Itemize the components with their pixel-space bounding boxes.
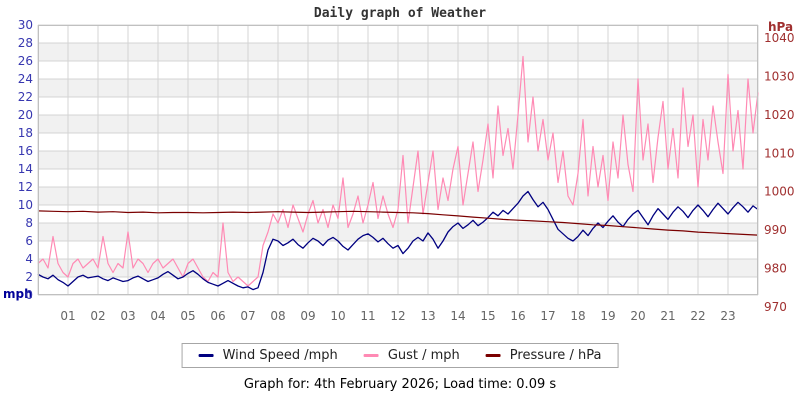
footer-status-text: Graph for: 4th February 2026; Load time:… — [243, 377, 557, 392]
svg-text:8: 8 — [25, 216, 33, 230]
svg-text:22: 22 — [690, 309, 705, 323]
svg-text:1040: 1040 — [764, 31, 795, 45]
wind-speed-line — [37, 190, 759, 291]
svg-text:4: 4 — [25, 252, 33, 266]
plot-border — [38, 25, 758, 295]
svg-text:980: 980 — [764, 262, 787, 276]
svg-text:1010: 1010 — [764, 146, 795, 160]
gust-swatch — [363, 354, 379, 357]
svg-text:08: 08 — [270, 309, 285, 323]
wind-speed-swatch — [198, 354, 214, 357]
svg-text:09: 09 — [300, 309, 315, 323]
pressure-swatch — [485, 354, 501, 357]
svg-text:28: 28 — [18, 36, 33, 50]
svg-text:21: 21 — [660, 309, 675, 323]
svg-text:07: 07 — [240, 309, 255, 323]
svg-text:04: 04 — [150, 309, 165, 323]
svg-text:970: 970 — [764, 300, 787, 314]
svg-text:14: 14 — [18, 162, 33, 176]
svg-text:2: 2 — [25, 270, 33, 284]
svg-text:22: 22 — [18, 90, 33, 104]
legend-item-wind-speed: Wind Speed /mph — [198, 348, 338, 363]
svg-text:6: 6 — [25, 234, 33, 248]
legend-label-gust: Gust / mph — [387, 348, 460, 363]
plot-area: mph hPa 30282624222018161412108642010401… — [3, 18, 795, 323]
svg-text:26: 26 — [18, 54, 33, 68]
pressure-line — [37, 210, 759, 236]
svg-text:15: 15 — [480, 309, 495, 323]
right-axis-tick-labels: 1040 1030 1020 1010 1000 990 980 970 — [764, 31, 795, 314]
svg-text:1020: 1020 — [764, 108, 795, 122]
svg-text:16: 16 — [18, 144, 33, 158]
svg-text:23: 23 — [720, 309, 735, 323]
legend-label-wind-speed: Wind Speed /mph — [222, 348, 338, 363]
svg-text:12: 12 — [18, 180, 33, 194]
svg-text:10: 10 — [330, 309, 345, 323]
svg-text:24: 24 — [18, 72, 33, 86]
right-axis-unit-label: hPa — [768, 20, 793, 34]
svg-text:06: 06 — [210, 309, 225, 323]
left-axis-unit-label: mph — [3, 287, 33, 301]
svg-text:02: 02 — [90, 309, 105, 323]
gust-line — [37, 55, 759, 287]
svg-text:17: 17 — [540, 309, 555, 323]
svg-text:19: 19 — [600, 309, 615, 323]
chart-title: Daily graph of Weather — [313, 6, 487, 21]
svg-text:05: 05 — [180, 309, 195, 323]
legend-item-gust: Gust / mph — [363, 348, 460, 363]
svg-text:11: 11 — [360, 309, 375, 323]
svg-text:20: 20 — [630, 309, 645, 323]
svg-text:13: 13 — [420, 309, 435, 323]
svg-text:03: 03 — [120, 309, 135, 323]
svg-text:16: 16 — [510, 309, 525, 323]
svg-text:30: 30 — [18, 18, 33, 32]
svg-text:1000: 1000 — [764, 185, 795, 199]
svg-text:12: 12 — [390, 309, 405, 323]
legend: Wind Speed /mph Gust / mph Pressure / hP… — [181, 343, 619, 368]
legend-label-pressure: Pressure / hPa — [509, 348, 602, 363]
svg-text:1030: 1030 — [764, 69, 795, 83]
svg-text:10: 10 — [18, 198, 33, 212]
svg-text:20: 20 — [18, 108, 33, 122]
svg-text:18: 18 — [570, 309, 585, 323]
svg-text:990: 990 — [764, 223, 787, 237]
svg-text:14: 14 — [450, 309, 465, 323]
svg-text:01: 01 — [60, 309, 75, 323]
x-axis-tick-labels: 01 02 03 04 05 06 07 08 09 10 11 12 13 14 15 16 17 18 19 20… — [60, 309, 735, 323]
legend-item-pressure: Pressure / hPa — [485, 348, 602, 363]
svg-text:18: 18 — [18, 126, 33, 140]
svg-text:0: 0 — [25, 288, 33, 302]
